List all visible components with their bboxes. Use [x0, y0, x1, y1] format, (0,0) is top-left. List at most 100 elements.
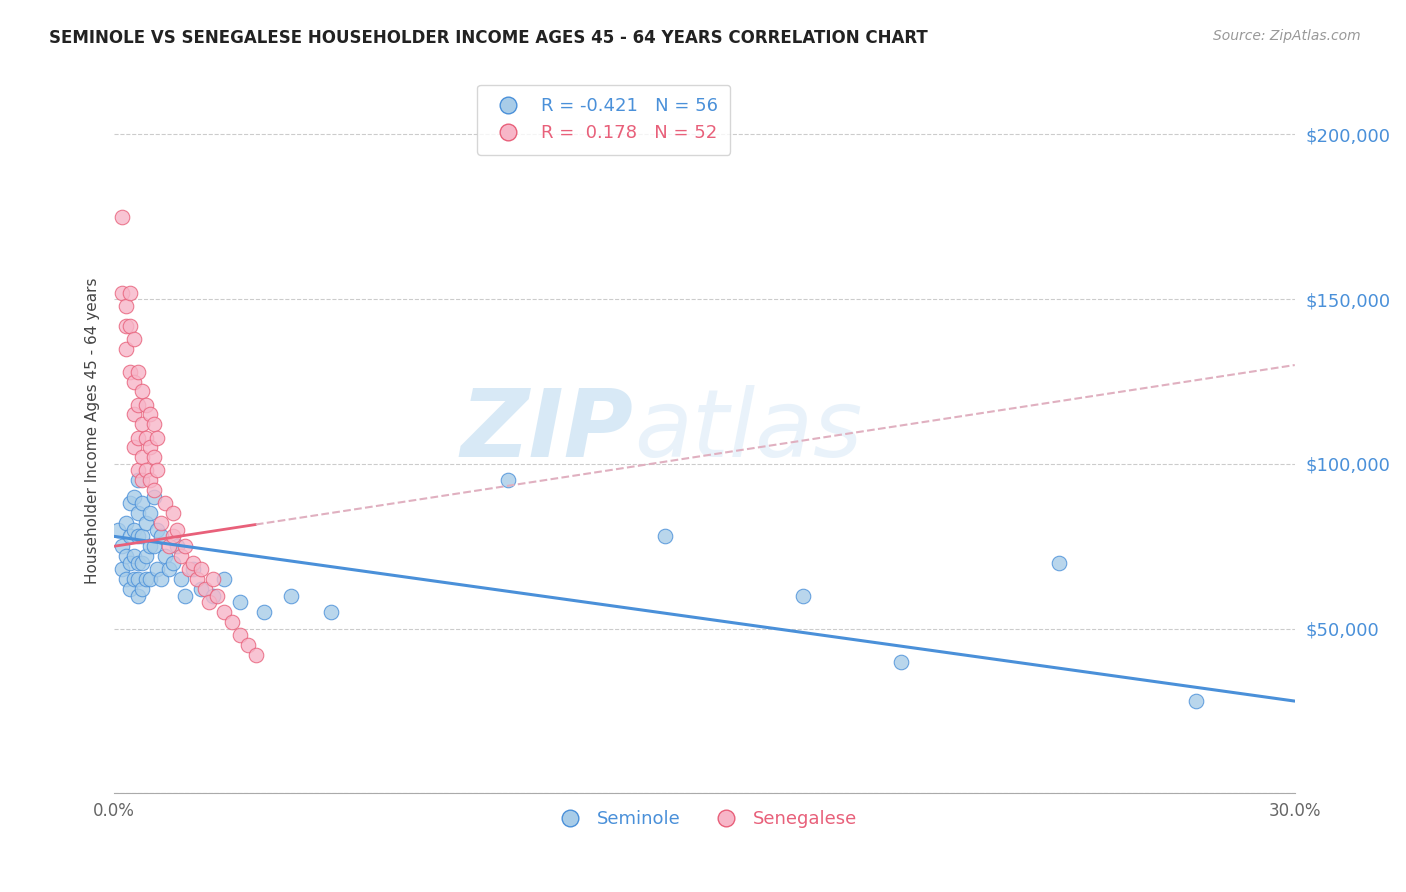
Text: ZIP: ZIP	[461, 385, 634, 477]
Point	[131, 582, 153, 596]
Point	[131, 529, 153, 543]
Point	[115, 516, 138, 531]
Point	[157, 539, 180, 553]
Point	[138, 506, 160, 520]
Point	[181, 556, 204, 570]
Point	[127, 365, 149, 379]
Point	[127, 398, 149, 412]
Point	[146, 523, 169, 537]
Point	[138, 474, 160, 488]
Point	[201, 589, 224, 603]
Point	[127, 430, 149, 444]
Point	[150, 529, 173, 543]
Point	[118, 582, 141, 596]
Point	[131, 417, 153, 432]
Text: Source: ZipAtlas.com: Source: ZipAtlas.com	[1213, 29, 1361, 43]
Point	[115, 299, 138, 313]
Point	[118, 285, 141, 300]
Point	[118, 529, 141, 543]
Point	[146, 562, 169, 576]
Y-axis label: Householder Income Ages 45 - 64 years: Householder Income Ages 45 - 64 years	[86, 277, 100, 584]
Point	[194, 582, 217, 596]
Point	[155, 549, 177, 563]
Point	[118, 365, 141, 379]
Point	[135, 463, 157, 477]
Point	[214, 572, 236, 586]
Point	[127, 556, 149, 570]
Point	[166, 539, 188, 553]
Point	[170, 549, 193, 563]
Point	[162, 556, 184, 570]
Point	[214, 605, 236, 619]
Point	[1185, 694, 1208, 708]
Point	[127, 506, 149, 520]
Point	[181, 562, 204, 576]
Point	[131, 556, 153, 570]
Point	[201, 572, 224, 586]
Point	[127, 589, 149, 603]
Point	[221, 615, 243, 629]
Point	[146, 430, 169, 444]
Point	[118, 556, 141, 570]
Text: SEMINOLE VS SENEGALESE HOUSEHOLDER INCOME AGES 45 - 64 YEARS CORRELATION CHART: SEMINOLE VS SENEGALESE HOUSEHOLDER INCOM…	[49, 29, 928, 46]
Point	[170, 572, 193, 586]
Point	[111, 539, 134, 553]
Point	[253, 605, 276, 619]
Point	[135, 549, 157, 563]
Point	[131, 496, 153, 510]
Point	[122, 523, 145, 537]
Point	[122, 490, 145, 504]
Point	[118, 496, 141, 510]
Point	[122, 375, 145, 389]
Point	[150, 516, 173, 531]
Point	[174, 589, 197, 603]
Point	[177, 562, 200, 576]
Point	[122, 332, 145, 346]
Point	[107, 523, 129, 537]
Point	[127, 463, 149, 477]
Point	[236, 638, 259, 652]
Point	[157, 562, 180, 576]
Point	[146, 463, 169, 477]
Point	[186, 572, 208, 586]
Point	[190, 562, 212, 576]
Point	[131, 384, 153, 399]
Point	[197, 595, 219, 609]
Point	[131, 474, 153, 488]
Point	[890, 655, 912, 669]
Point	[142, 483, 165, 498]
Point	[135, 430, 157, 444]
Point	[190, 582, 212, 596]
Point	[138, 572, 160, 586]
Point	[111, 285, 134, 300]
Point	[127, 572, 149, 586]
Point	[162, 506, 184, 520]
Point	[111, 210, 134, 224]
Point	[115, 318, 138, 333]
Point	[142, 417, 165, 432]
Point	[229, 628, 252, 642]
Point	[162, 529, 184, 543]
Point	[135, 398, 157, 412]
Point	[122, 549, 145, 563]
Point	[115, 572, 138, 586]
Point	[155, 496, 177, 510]
Point	[138, 539, 160, 553]
Point	[122, 572, 145, 586]
Point	[654, 529, 676, 543]
Point	[142, 490, 165, 504]
Point	[122, 441, 145, 455]
Point	[319, 605, 342, 619]
Point	[205, 589, 228, 603]
Point	[496, 474, 519, 488]
Point	[131, 450, 153, 465]
Point	[127, 474, 149, 488]
Legend: Seminole, Senegalese: Seminole, Senegalese	[544, 803, 865, 835]
Text: atlas: atlas	[634, 385, 862, 476]
Point	[174, 539, 197, 553]
Point	[150, 572, 173, 586]
Point	[229, 595, 252, 609]
Point	[280, 589, 302, 603]
Point	[135, 516, 157, 531]
Point	[135, 572, 157, 586]
